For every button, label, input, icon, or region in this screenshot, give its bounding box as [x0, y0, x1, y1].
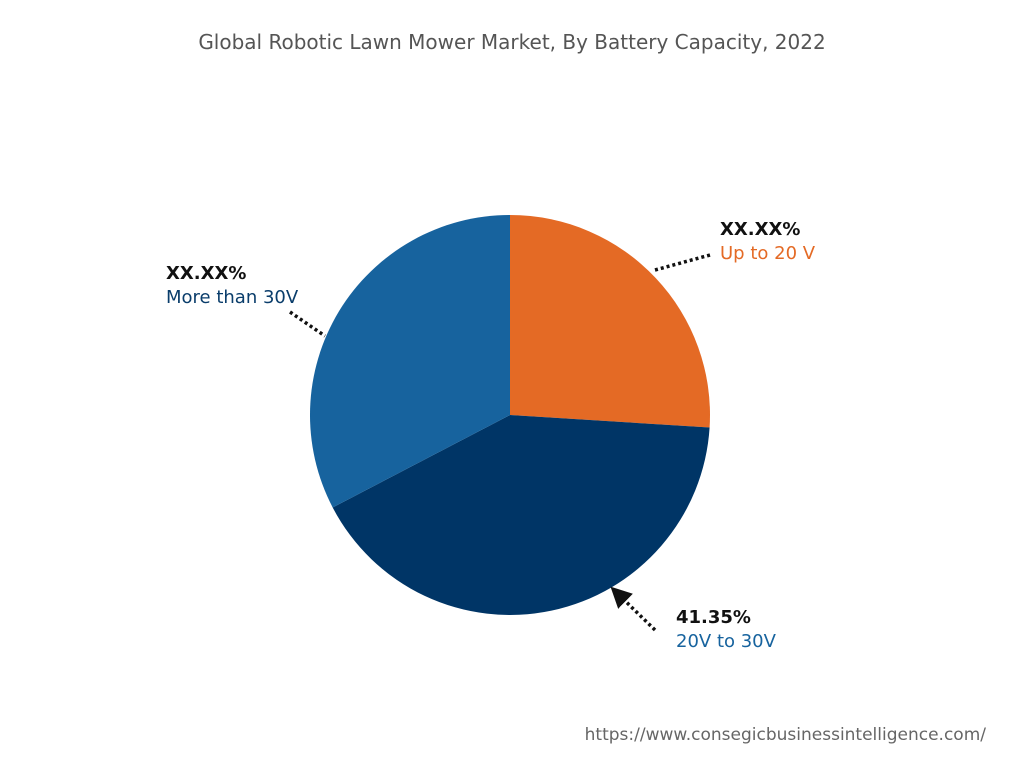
leader-line: [654, 253, 711, 272]
pie-slice-more-than-30v: [310, 215, 510, 508]
slice-percent: XX.XX%: [166, 263, 247, 284]
label-20v-to-30v: 41.35% 20V to 30V: [676, 606, 776, 654]
slice-name: 20V to 30V: [676, 631, 776, 652]
pie-slice-20v-to-30v: [332, 415, 710, 615]
slice-percent: 41.35%: [676, 607, 751, 628]
pie-slice-up-to-20-v: [510, 215, 710, 428]
slice-percent: XX.XX%: [720, 219, 801, 240]
slice-name: More than 30V: [166, 287, 299, 308]
source-url[interactable]: https://www.consegicbusinessintelligence…: [584, 725, 986, 745]
leader-line: [610, 586, 657, 632]
slice-name: Up to 20 V: [720, 243, 816, 264]
label-up-to-20v: XX.XX% Up to 20 V: [720, 218, 815, 266]
chart-title: Global Robotic Lawn Mower Market, By Bat…: [198, 30, 826, 54]
leader-line: [289, 310, 326, 338]
label-more-than-30v: XX.XX% More than 30V: [166, 262, 298, 310]
